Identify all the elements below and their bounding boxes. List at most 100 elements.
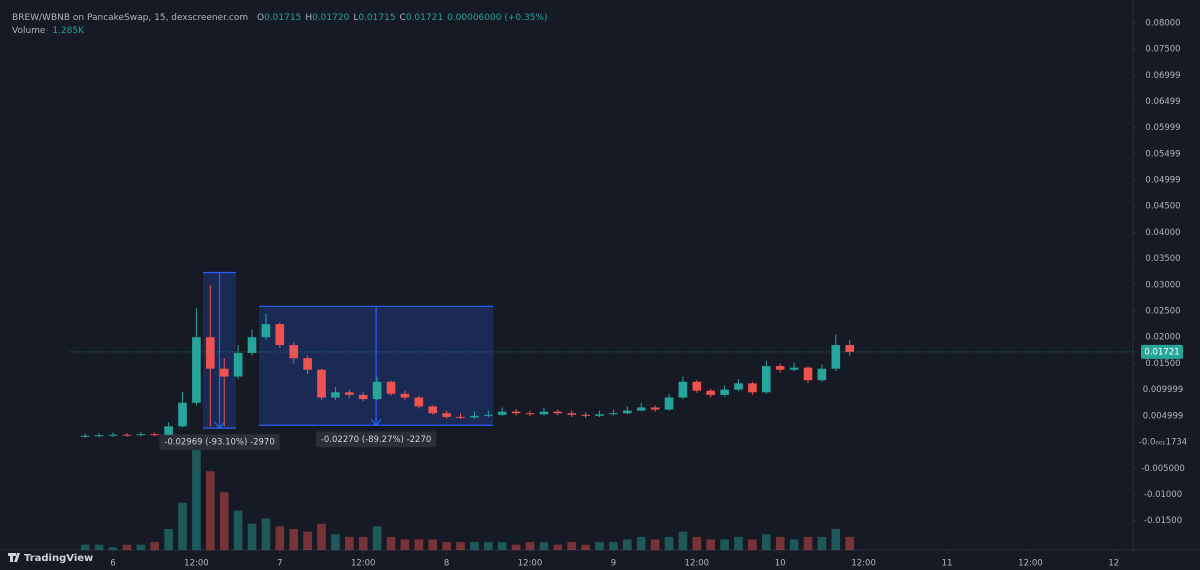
candle-body	[609, 413, 618, 415]
measure-arrow-head	[214, 421, 225, 430]
ohlc-value: 0.01715	[264, 13, 301, 23]
candle-body	[428, 406, 438, 414]
last-price-label: 0.01721	[1144, 347, 1179, 357]
measure-label-bg	[159, 434, 280, 451]
measure-label-bg	[315, 431, 437, 448]
x-tick-label: 12:00	[518, 559, 543, 569]
candle-body	[289, 345, 299, 359]
x-tick-label: 12:00	[851, 559, 876, 569]
candle-body	[636, 407, 646, 411]
volume-bar	[108, 547, 118, 550]
volume-bar	[80, 544, 90, 550]
candle-body	[358, 394, 368, 400]
x-tick-label: 12	[1108, 559, 1119, 569]
candle-body	[261, 324, 271, 338]
y-tick-label: 0.04999	[1145, 176, 1180, 186]
volume-bar	[289, 529, 299, 550]
candle-body	[275, 324, 285, 346]
last-price-badge	[1141, 344, 1183, 359]
candle-body	[470, 415, 479, 418]
volume-legend: Volume 1.285K	[12, 26, 85, 36]
x-tick-label: 12:00	[685, 559, 710, 569]
volume-bar	[706, 539, 716, 550]
volume-value: 1.285K	[52, 26, 85, 36]
brand-logo: TradingView	[8, 553, 93, 564]
candle-body	[80, 435, 90, 437]
x-tick-label: 12:00	[184, 559, 209, 569]
measure-arrow-head	[370, 418, 382, 427]
volume-bar	[192, 445, 201, 550]
volume-bar	[303, 531, 312, 550]
volume-bar	[136, 544, 146, 550]
candle-body	[178, 402, 187, 427]
volume-layer	[80, 445, 855, 550]
volume-bar	[817, 536, 827, 550]
y-tick-label: 0.05499	[1145, 149, 1180, 159]
volume-bar	[122, 544, 132, 550]
volume-bar	[678, 531, 688, 550]
volume-bar	[650, 539, 660, 550]
candle-body	[94, 435, 104, 437]
candle-body	[219, 368, 229, 377]
axis-layer: 0.08000 0.07500 0.06999 0.06499 0.05999 0.054…	[70, 18, 1187, 569]
candle-body	[525, 413, 535, 415]
candle-body	[108, 434, 118, 436]
x-tick-label: 12:00	[351, 559, 376, 569]
candle-body	[664, 397, 674, 410]
candle-body	[345, 392, 354, 395]
candle-body	[845, 345, 855, 352]
candle-body	[233, 352, 243, 377]
volume-bar	[762, 534, 771, 550]
candle-body	[789, 367, 799, 370]
y-tick-label: 0.03000	[1145, 280, 1180, 290]
volume-bar	[400, 539, 410, 550]
volume-bar	[219, 492, 229, 550]
volume-bar	[94, 544, 104, 550]
candle-body	[206, 337, 215, 369]
x-tick-label: 11	[942, 559, 953, 569]
measure-label: -0.02969 (-93.10%) -2970	[164, 438, 274, 448]
candle-body	[817, 368, 827, 381]
y-tick-label: 0.04000	[1145, 228, 1180, 238]
volume-bar	[206, 471, 215, 550]
volume-bar	[428, 539, 438, 550]
volume-bar	[664, 536, 674, 550]
volume-bar	[567, 542, 577, 550]
y-tick-label: -0.005000	[1141, 464, 1185, 474]
candle-body	[303, 358, 312, 370]
y-tick-label: 0.06999	[1145, 71, 1180, 81]
y-tick-label: -0.01000	[1144, 490, 1182, 500]
candle-body	[775, 366, 785, 370]
ohlc-key: C	[400, 13, 406, 23]
x-tick-label: 7	[277, 559, 282, 569]
candle-body	[484, 414, 493, 416]
candle-body	[192, 337, 201, 403]
brand-icon	[8, 553, 20, 562]
candle-body	[567, 413, 577, 415]
candle-body	[247, 337, 257, 353]
y-tick-label: 0.06499	[1145, 97, 1180, 107]
candle-body	[122, 434, 132, 436]
candle-body	[748, 383, 757, 393]
y-tick-label: 0.004999	[1143, 411, 1184, 421]
volume-bar	[623, 539, 632, 550]
candle-body	[400, 393, 410, 398]
volume-bar	[247, 523, 257, 550]
candle-body	[331, 392, 340, 398]
volume-bar	[386, 536, 396, 550]
y-tick-label: 0.02500	[1145, 307, 1180, 317]
volume-bar	[748, 539, 757, 550]
volume-bar	[497, 542, 507, 550]
candle-body	[386, 381, 396, 394]
y-tick-label: 0.02000	[1145, 333, 1180, 343]
volume-bar	[442, 542, 451, 550]
volume-bar	[317, 523, 326, 550]
brand-name: TradingView	[24, 553, 93, 564]
y-tick-label: 0.01500	[1145, 359, 1180, 369]
candle-body	[511, 411, 521, 414]
volume-bar	[470, 542, 479, 550]
volume-bar	[164, 529, 173, 550]
volume-bar	[609, 542, 618, 550]
volume-bar	[803, 536, 813, 550]
